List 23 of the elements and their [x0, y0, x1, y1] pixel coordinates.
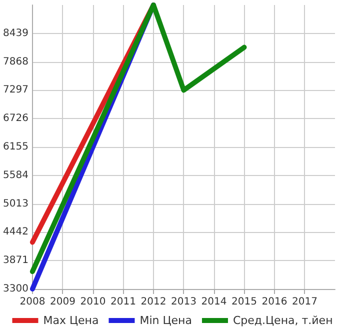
y-tick-label: 4442 — [2, 226, 28, 238]
x-tick-label: 2009 — [50, 296, 76, 308]
y-tick-label: 5584 — [2, 170, 28, 181]
x-tick-label: 2017 — [292, 296, 318, 308]
x-tick-label: 2010 — [80, 296, 106, 308]
x-tick-label: 2013 — [171, 296, 196, 308]
x-tick-label: 2015 — [232, 296, 257, 308]
y-tick-label: 3300 — [2, 284, 28, 294]
y-tick-label: 7297 — [2, 84, 28, 96]
x-tick-label: 2014 — [201, 296, 227, 308]
x-tick-label: 2008 — [20, 296, 46, 308]
y-tick-label: 8439 — [2, 28, 28, 39]
y-tick-label: 3871 — [2, 255, 28, 266]
y-tick-label: 6726 — [2, 113, 28, 124]
legend-label: Max Цена — [43, 314, 99, 327]
x-tick-label: 2012 — [140, 296, 166, 308]
y-tick-label: 6155 — [2, 142, 28, 152]
y-tick-label: 7868 — [2, 56, 28, 68]
x-tick-label: 2016 — [262, 296, 288, 308]
x-tick-label: 2011 — [110, 296, 136, 308]
y-tick-label: 5013 — [2, 198, 28, 210]
legend-label: Min Цена — [140, 314, 192, 327]
legend-label: Сред.Цена, т.йен — [232, 314, 333, 327]
